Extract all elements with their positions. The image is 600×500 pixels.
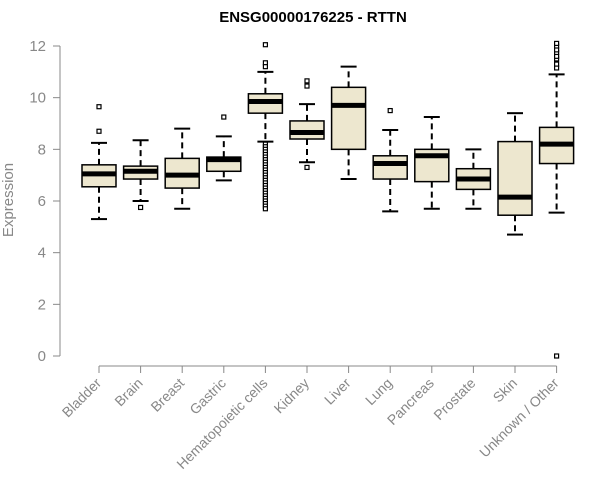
box-prostate <box>455 148 492 210</box>
x-tick-label: Prostate <box>430 375 478 423</box>
outlier-point <box>387 107 393 114</box>
box-gastric <box>206 114 242 182</box>
outlier-point <box>221 114 227 120</box>
outlier-point <box>262 42 268 48</box>
box-skin <box>497 112 533 236</box>
box-breast <box>164 127 200 210</box>
box-iqr <box>497 140 533 216</box>
y-tick-label: 0 <box>38 348 46 365</box>
y-tick-label: 2 <box>38 296 46 313</box>
chart-title: ENSG00000176225 - RTTN <box>219 9 407 26</box>
x-tick-label: Bladder <box>59 375 105 421</box>
x-tick-label: Skin <box>490 375 521 406</box>
box-pancreas <box>414 116 450 210</box>
outlier-point <box>138 204 144 211</box>
outlier-point <box>262 206 268 212</box>
box-bladder <box>81 104 117 221</box>
outlier-point <box>262 64 268 70</box>
outlier-point <box>304 164 310 171</box>
outlier-point <box>304 83 310 89</box>
box-hematopoietic-cells <box>247 42 284 212</box>
y-axis-label: Expression <box>0 163 17 237</box>
box-unknown-other <box>538 40 575 359</box>
outlier-point <box>304 78 310 84</box>
outlier-point <box>96 104 102 110</box>
outlier-point <box>553 353 560 359</box>
outlier-point <box>553 61 560 67</box>
x-tick-label: Liver <box>321 375 354 408</box>
y-tick-label: 10 <box>29 90 46 107</box>
box-iqr <box>372 155 408 180</box>
outlier-point <box>96 128 102 134</box>
y-axis: 0 2 4 6 8 10 12 <box>29 38 61 365</box>
y-tick-label: 4 <box>38 245 46 262</box>
x-tick-label: Unknown / Other <box>476 375 562 461</box>
box-brain <box>122 139 159 211</box>
y-tick-label: 8 <box>38 141 46 158</box>
outlier-point <box>553 40 560 47</box>
x-tick-label: Kidney <box>271 375 313 417</box>
box-iqr <box>289 120 325 140</box>
box-kidney <box>289 78 325 171</box>
box-series <box>81 40 575 359</box>
box-liver <box>330 65 367 181</box>
x-tick-label: Brain <box>111 375 145 409</box>
x-tick-label: Breast <box>147 375 187 415</box>
x-tick-label: Lung <box>362 375 395 408</box>
box-iqr <box>330 86 367 151</box>
y-tick-label: 12 <box>29 38 46 55</box>
y-tick-label: 6 <box>38 193 46 210</box>
box-lung <box>372 107 408 213</box>
